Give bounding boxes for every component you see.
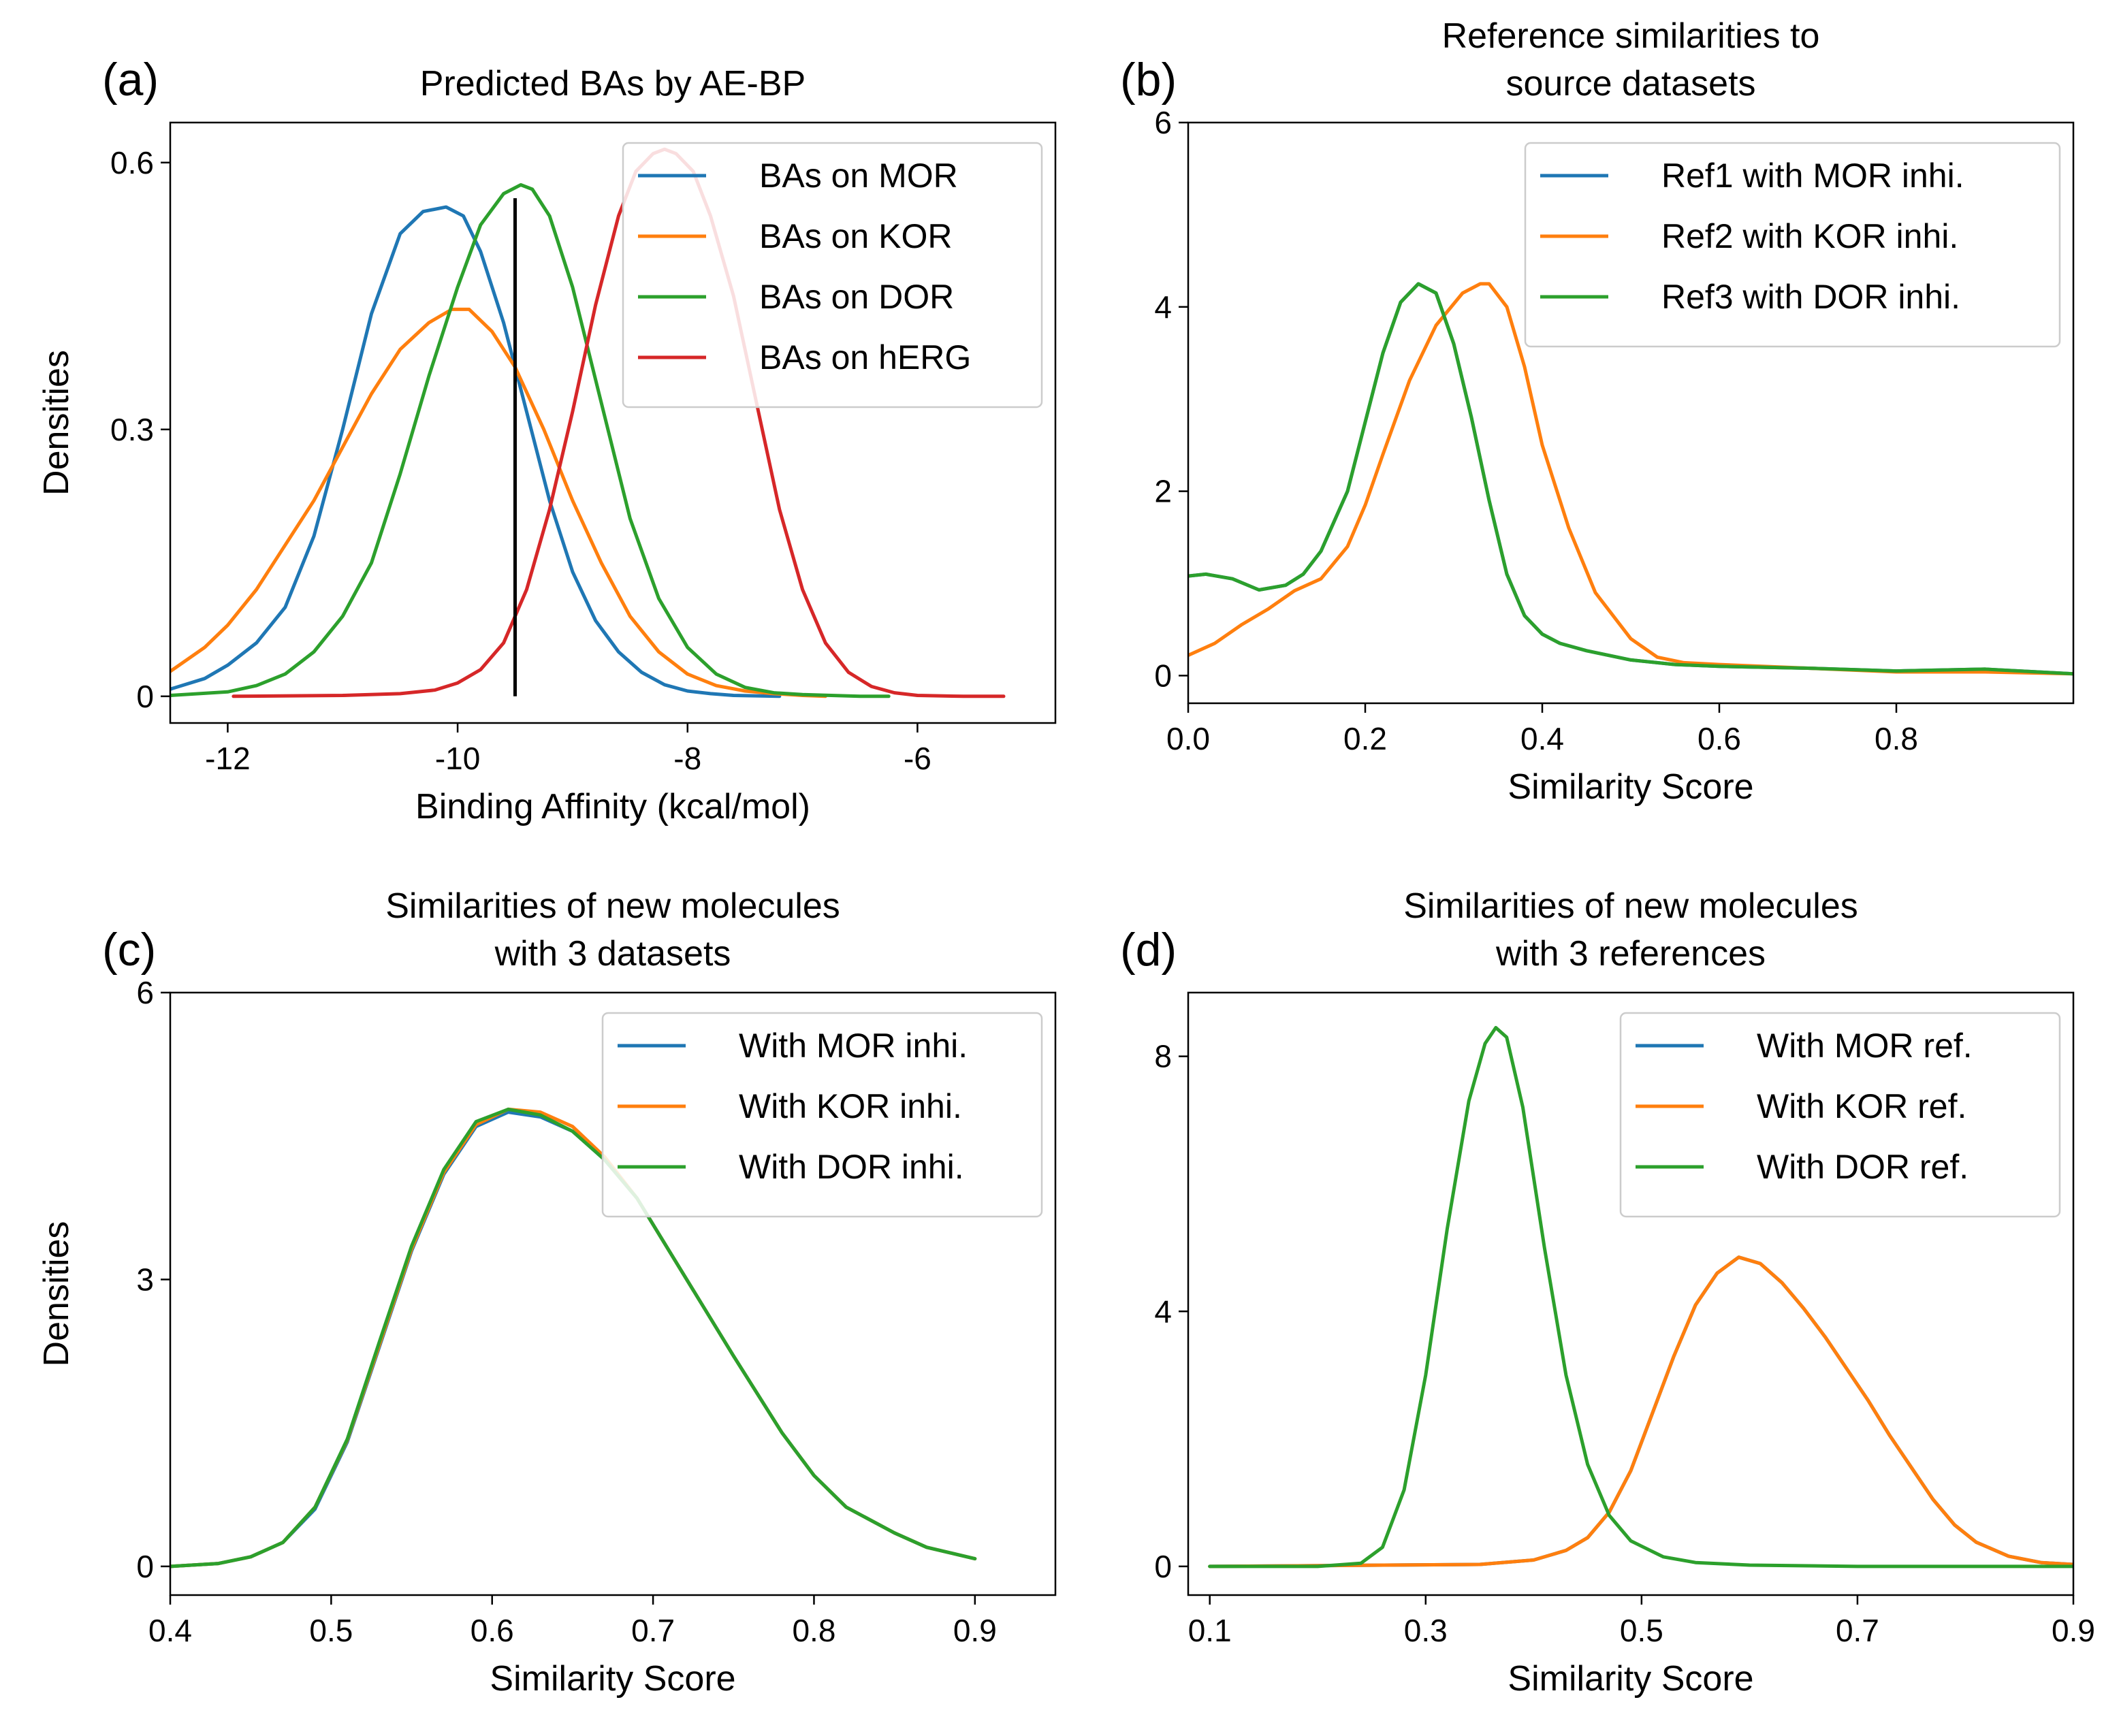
plot-frame [169, 121, 1057, 724]
x-tick-label: 0.4 [1520, 721, 1564, 756]
y-tick-label: 4 [1154, 1293, 1172, 1329]
x-tick-label: 0.5 [1620, 1613, 1663, 1648]
legend-label: With DOR ref. [1757, 1148, 1968, 1186]
x-tick-label: 0.8 [792, 1613, 835, 1648]
y-tick-label: 0.3 [110, 412, 154, 447]
x-tick-label: 0.6 [471, 1613, 514, 1648]
series-group [1208, 1026, 2073, 1569]
y-tick-label: 4 [1154, 289, 1172, 325]
x-axis-label: Similarity Score [1508, 1659, 1753, 1699]
x-tick-label: 0.3 [1404, 1613, 1448, 1648]
plot-frame [1187, 991, 2075, 1596]
panel-label: (d) [1120, 924, 1177, 976]
series-line-dor [1208, 1026, 2073, 1569]
x-tick-label: 0.2 [1343, 721, 1387, 756]
panel-c: 0.4 0.5 0.6 0.7 0.8 0.9 0 3 6 Similarity Score Den… [37, 886, 1057, 1699]
x-tick-label: -6 [904, 741, 931, 776]
chart-title: Predicted BAs by AE-BP [420, 64, 806, 103]
y-tick-label: 8 [1154, 1039, 1172, 1074]
series-line-dor [1188, 282, 2073, 676]
chart-title: source datasets [1505, 64, 1755, 103]
x-axis-label: Binding Affinity (kcal/mol) [415, 787, 810, 826]
x-tick-label: 0.7 [631, 1613, 675, 1648]
legend-box [1619, 1012, 2061, 1218]
series-group [170, 1107, 977, 1569]
legend-box [622, 142, 1043, 408]
x-axis-label: Similarity Score [1508, 767, 1753, 807]
plot-frame [1187, 121, 2075, 705]
legend-label: BAs on KOR [759, 217, 952, 255]
legend-label: BAs on MOR [759, 157, 958, 195]
legend-label: With MOR ref. [1757, 1027, 1973, 1065]
x-tick-label: 0.9 [953, 1613, 997, 1648]
chart-title: with 3 datasets [494, 934, 731, 974]
y-tick-label: 0 [136, 679, 154, 714]
series-line-kor [1208, 1255, 2073, 1569]
chart-title: Similarities of new molecules [1403, 886, 1858, 926]
legend: Ref1 with MOR inhi. Ref2 with KOR inhi. Re… [1524, 142, 2061, 348]
chart-title: Similarities of new molecules [385, 886, 840, 926]
x-tick-label: -8 [673, 741, 701, 776]
legend-label: BAs on DOR [759, 278, 954, 316]
panel-a: -12 -10 -8 -6 0 0.3 0.6 Binding Affinity (kcal/… [37, 54, 1057, 826]
panel-label: (c) [102, 924, 156, 976]
x-tick-label: 0.6 [1697, 721, 1741, 756]
y-tick-label: 6 [1154, 105, 1172, 140]
x-tick-label: 0.1 [1188, 1613, 1232, 1648]
y-axis-label: Densities [37, 1221, 76, 1367]
x-tick-label: 0.7 [1836, 1613, 1879, 1648]
chart-title: Reference similarities to [1442, 16, 1820, 56]
panel-label: (b) [1120, 54, 1177, 106]
x-tick-label: 0.0 [1166, 721, 1210, 756]
legend-label: BAs on hERG [759, 338, 971, 376]
x-tick-label: 0.8 [1875, 721, 1918, 756]
x-tick-label: -12 [205, 741, 250, 776]
x-tick-label: 0.4 [148, 1613, 192, 1648]
series-line-kor [1188, 282, 2073, 676]
y-tick-label: 0.6 [110, 145, 154, 180]
series-line-kor [170, 307, 827, 698]
x-tick-label: 0.9 [2052, 1613, 2095, 1648]
panel-label: (a) [102, 54, 159, 106]
y-tick-label: 3 [136, 1261, 154, 1297]
legend-box [1524, 142, 2061, 348]
legend-label: Ref3 with DOR inhi. [1661, 278, 1960, 316]
y-tick-label: 2 [1154, 474, 1172, 509]
series-line-mor [170, 205, 782, 698]
legend: BAs on MOR BAs on KOR BAs on DOR BAs on hER… [622, 142, 1043, 408]
x-axis-label: Similarity Score [490, 1659, 735, 1699]
legend: With MOR ref. With KOR ref. With DOR ref. [1619, 1012, 2061, 1218]
x-tick-label: -10 [435, 741, 480, 776]
y-tick-label: 6 [136, 975, 154, 1010]
y-axis-label: Densities [37, 350, 76, 496]
series-line-dor [170, 183, 891, 698]
legend-label: With DOR inhi. [739, 1148, 964, 1186]
legend-box [601, 1012, 1043, 1218]
legend: With MOR inhi. With KOR inhi. With DOR inh… [601, 1012, 1043, 1218]
y-tick-label: 0 [1154, 658, 1172, 693]
legend-label: With KOR ref. [1757, 1087, 1966, 1125]
chart-title: with 3 references [1495, 934, 1766, 974]
series-line-dor [170, 1107, 977, 1569]
legend-label: With KOR inhi. [739, 1087, 962, 1125]
series-group [1188, 282, 2073, 676]
plot-frame [169, 991, 1057, 1596]
y-tick-label: 0 [1154, 1549, 1172, 1584]
legend-label: Ref1 with MOR inhi. [1661, 157, 1964, 195]
legend-label: With MOR inhi. [739, 1027, 968, 1065]
panel-b: 0.0 0.2 0.4 0.6 0.8 0 2 4 6 Similarity Score Refer… [1120, 16, 2075, 807]
y-tick-label: 0 [136, 1549, 154, 1584]
x-tick-label: 0.5 [309, 1613, 353, 1648]
panel-d: 0.1 0.3 0.5 0.7 0.9 0 4 8 Similarity Score Simila… [1120, 886, 2095, 1699]
legend-label: Ref2 with KOR inhi. [1661, 217, 1958, 255]
